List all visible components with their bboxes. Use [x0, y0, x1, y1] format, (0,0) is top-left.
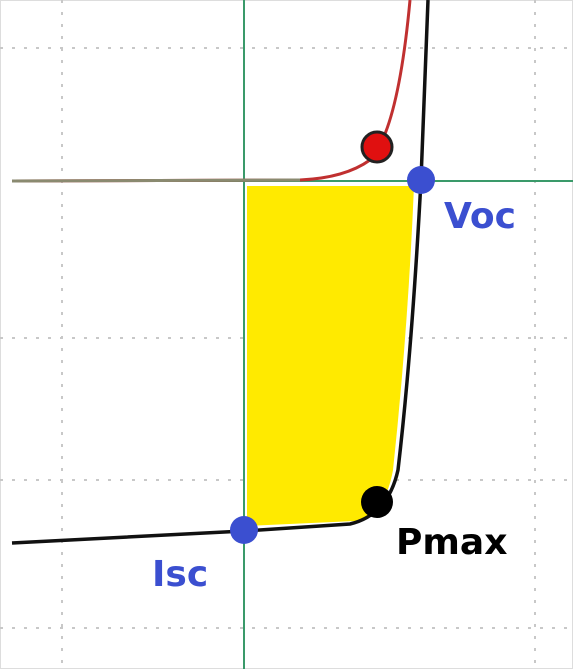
power-area: [247, 186, 414, 526]
isc-label: Isc: [152, 554, 208, 595]
voc-point: [407, 166, 435, 194]
isc-point: [230, 516, 258, 544]
pmax-label: Pmax: [396, 522, 507, 563]
dark-curve-flat: [11, 178, 301, 183]
voc-label: Voc: [444, 196, 516, 237]
dark-point: [360, 130, 394, 164]
pmax-point: [361, 486, 393, 518]
